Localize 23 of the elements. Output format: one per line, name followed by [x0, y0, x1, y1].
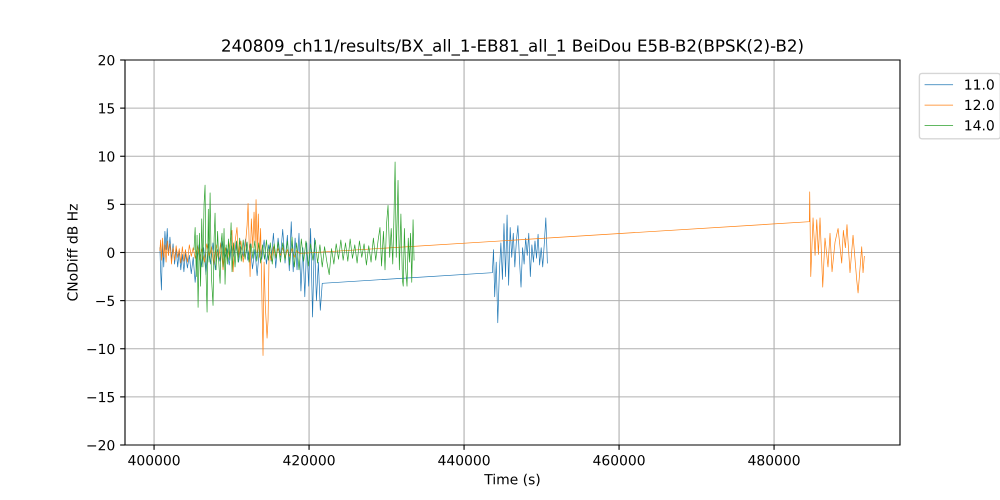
y-tick-label: −15: [87, 392, 114, 402]
legend-label: 12.0: [965, 100, 994, 110]
y-tick-label: −10: [87, 344, 114, 354]
y-tick-label: 0: [107, 247, 114, 258]
y-axis-title: CNoDiff dB Hz: [66, 204, 78, 301]
chart-title: 240809_ch11/results/BX_all_1-EB81_all_1 BeiDou E5B-B2(BPSK(2)-B2): [222, 39, 803, 56]
y-tick-label: 15: [99, 103, 114, 114]
line-series: [194, 162, 414, 313]
y-tick-label: 5: [108, 200, 114, 210]
x-tick-label: 460000: [593, 454, 645, 466]
y-tick-label: 20: [98, 54, 114, 66]
x-axis-title: Time (s): [484, 474, 540, 486]
y-tick-label: 10: [99, 151, 114, 162]
line-series: [160, 192, 865, 356]
x-tick-label: 400000: [128, 454, 180, 466]
x-tick-label: 440000: [438, 454, 490, 466]
x-tick-label: 480000: [748, 454, 800, 466]
legend-label: 11.0: [965, 79, 994, 90]
legend-label: 14.0: [965, 120, 994, 131]
y-tick-label: −5: [96, 296, 114, 306]
line-series: [160, 214, 548, 324]
y-tick-label: −20: [87, 440, 114, 450]
x-tick-label: 420000: [283, 454, 335, 466]
